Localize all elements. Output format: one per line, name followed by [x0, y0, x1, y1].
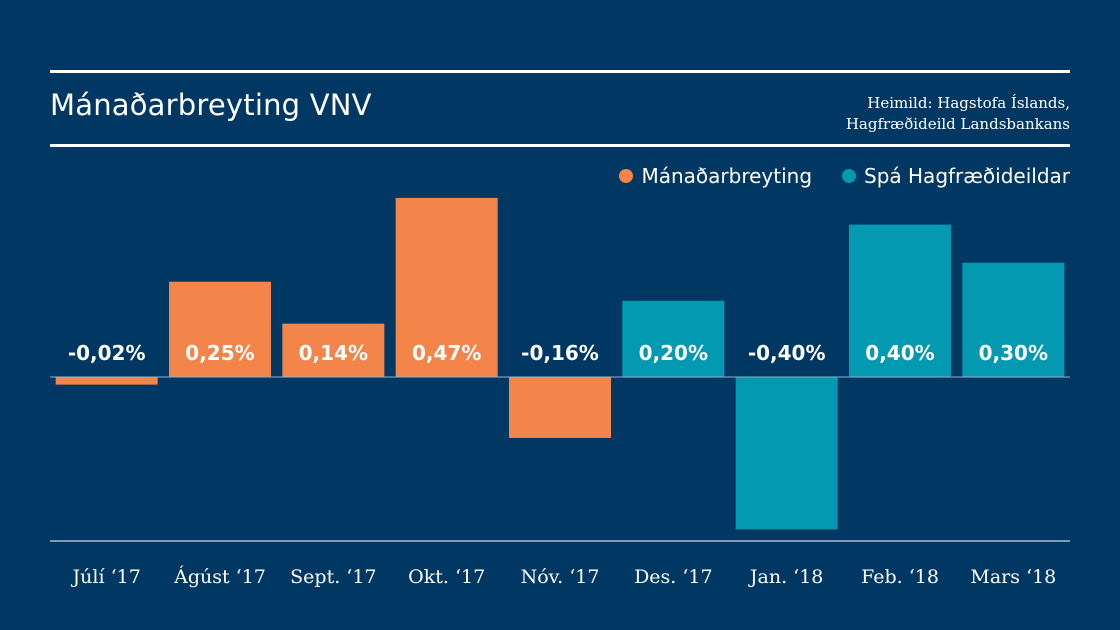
- data-label-3: 0,14%: [299, 341, 368, 365]
- bar-3: [282, 323, 385, 377]
- legend-label-forecast: Spá Hagfræðideildar: [864, 164, 1070, 188]
- legend: Mánaðarbreyting Spá Hagfræðideildar: [619, 164, 1070, 188]
- x-tick-label-5: Nóv. ‘17: [521, 566, 600, 588]
- source-line-1: Heimild: Hagstofa Íslands,: [867, 94, 1070, 112]
- data-label-5: -0,16%: [521, 341, 599, 365]
- bar-7: [735, 377, 838, 530]
- data-label-6: 0,20%: [639, 341, 708, 365]
- legend-label-actual: Mánaðarbreyting: [641, 164, 813, 188]
- bar-9: [962, 262, 1065, 377]
- header-rule: [50, 144, 1070, 147]
- data-label-2: 0,25%: [185, 341, 254, 365]
- x-tick-label-9: Mars ‘18: [970, 566, 1056, 588]
- source-note: Heimild: Hagstofa Íslands, Hagfræðideild…: [846, 93, 1070, 135]
- x-tick-label-1: Júlí ‘17: [71, 566, 141, 588]
- bar-2: [169, 281, 271, 377]
- bar-5: [509, 377, 611, 438]
- bar-1: [55, 377, 158, 385]
- legend-swatch-actual: [619, 169, 634, 183]
- x-tick-label-8: Feb. ‘18: [861, 566, 939, 588]
- data-label-8: 0,40%: [865, 341, 934, 365]
- data-label-9: 0,30%: [979, 341, 1048, 365]
- data-label-4: 0,47%: [412, 341, 481, 365]
- bar-8: [849, 224, 951, 377]
- data-label-1: -0,02%: [68, 341, 146, 365]
- x-tick-label-7: Jan. ‘18: [748, 566, 823, 588]
- data-label-7: -0,40%: [748, 341, 826, 365]
- legend-item-forecast: Spá Hagfræðideildar: [842, 164, 1070, 188]
- x-tick-label-3: Sept. ‘17: [290, 566, 376, 588]
- top-rule: [50, 70, 1070, 73]
- chart-title: Mánaðarbreyting VNV: [50, 88, 372, 122]
- bar-4: [395, 197, 498, 377]
- x-tick-label-4: Okt. ‘17: [408, 566, 485, 588]
- bar-6: [622, 300, 725, 377]
- x-tick-label-6: Des. ‘17: [634, 566, 713, 588]
- source-line-2: Hagfræðideild Landsbankans: [845, 115, 1070, 133]
- legend-item-actual: Mánaðarbreyting: [619, 164, 812, 188]
- legend-swatch-forecast: [842, 169, 857, 183]
- x-tick-label-2: Ágúst ‘17: [173, 565, 266, 588]
